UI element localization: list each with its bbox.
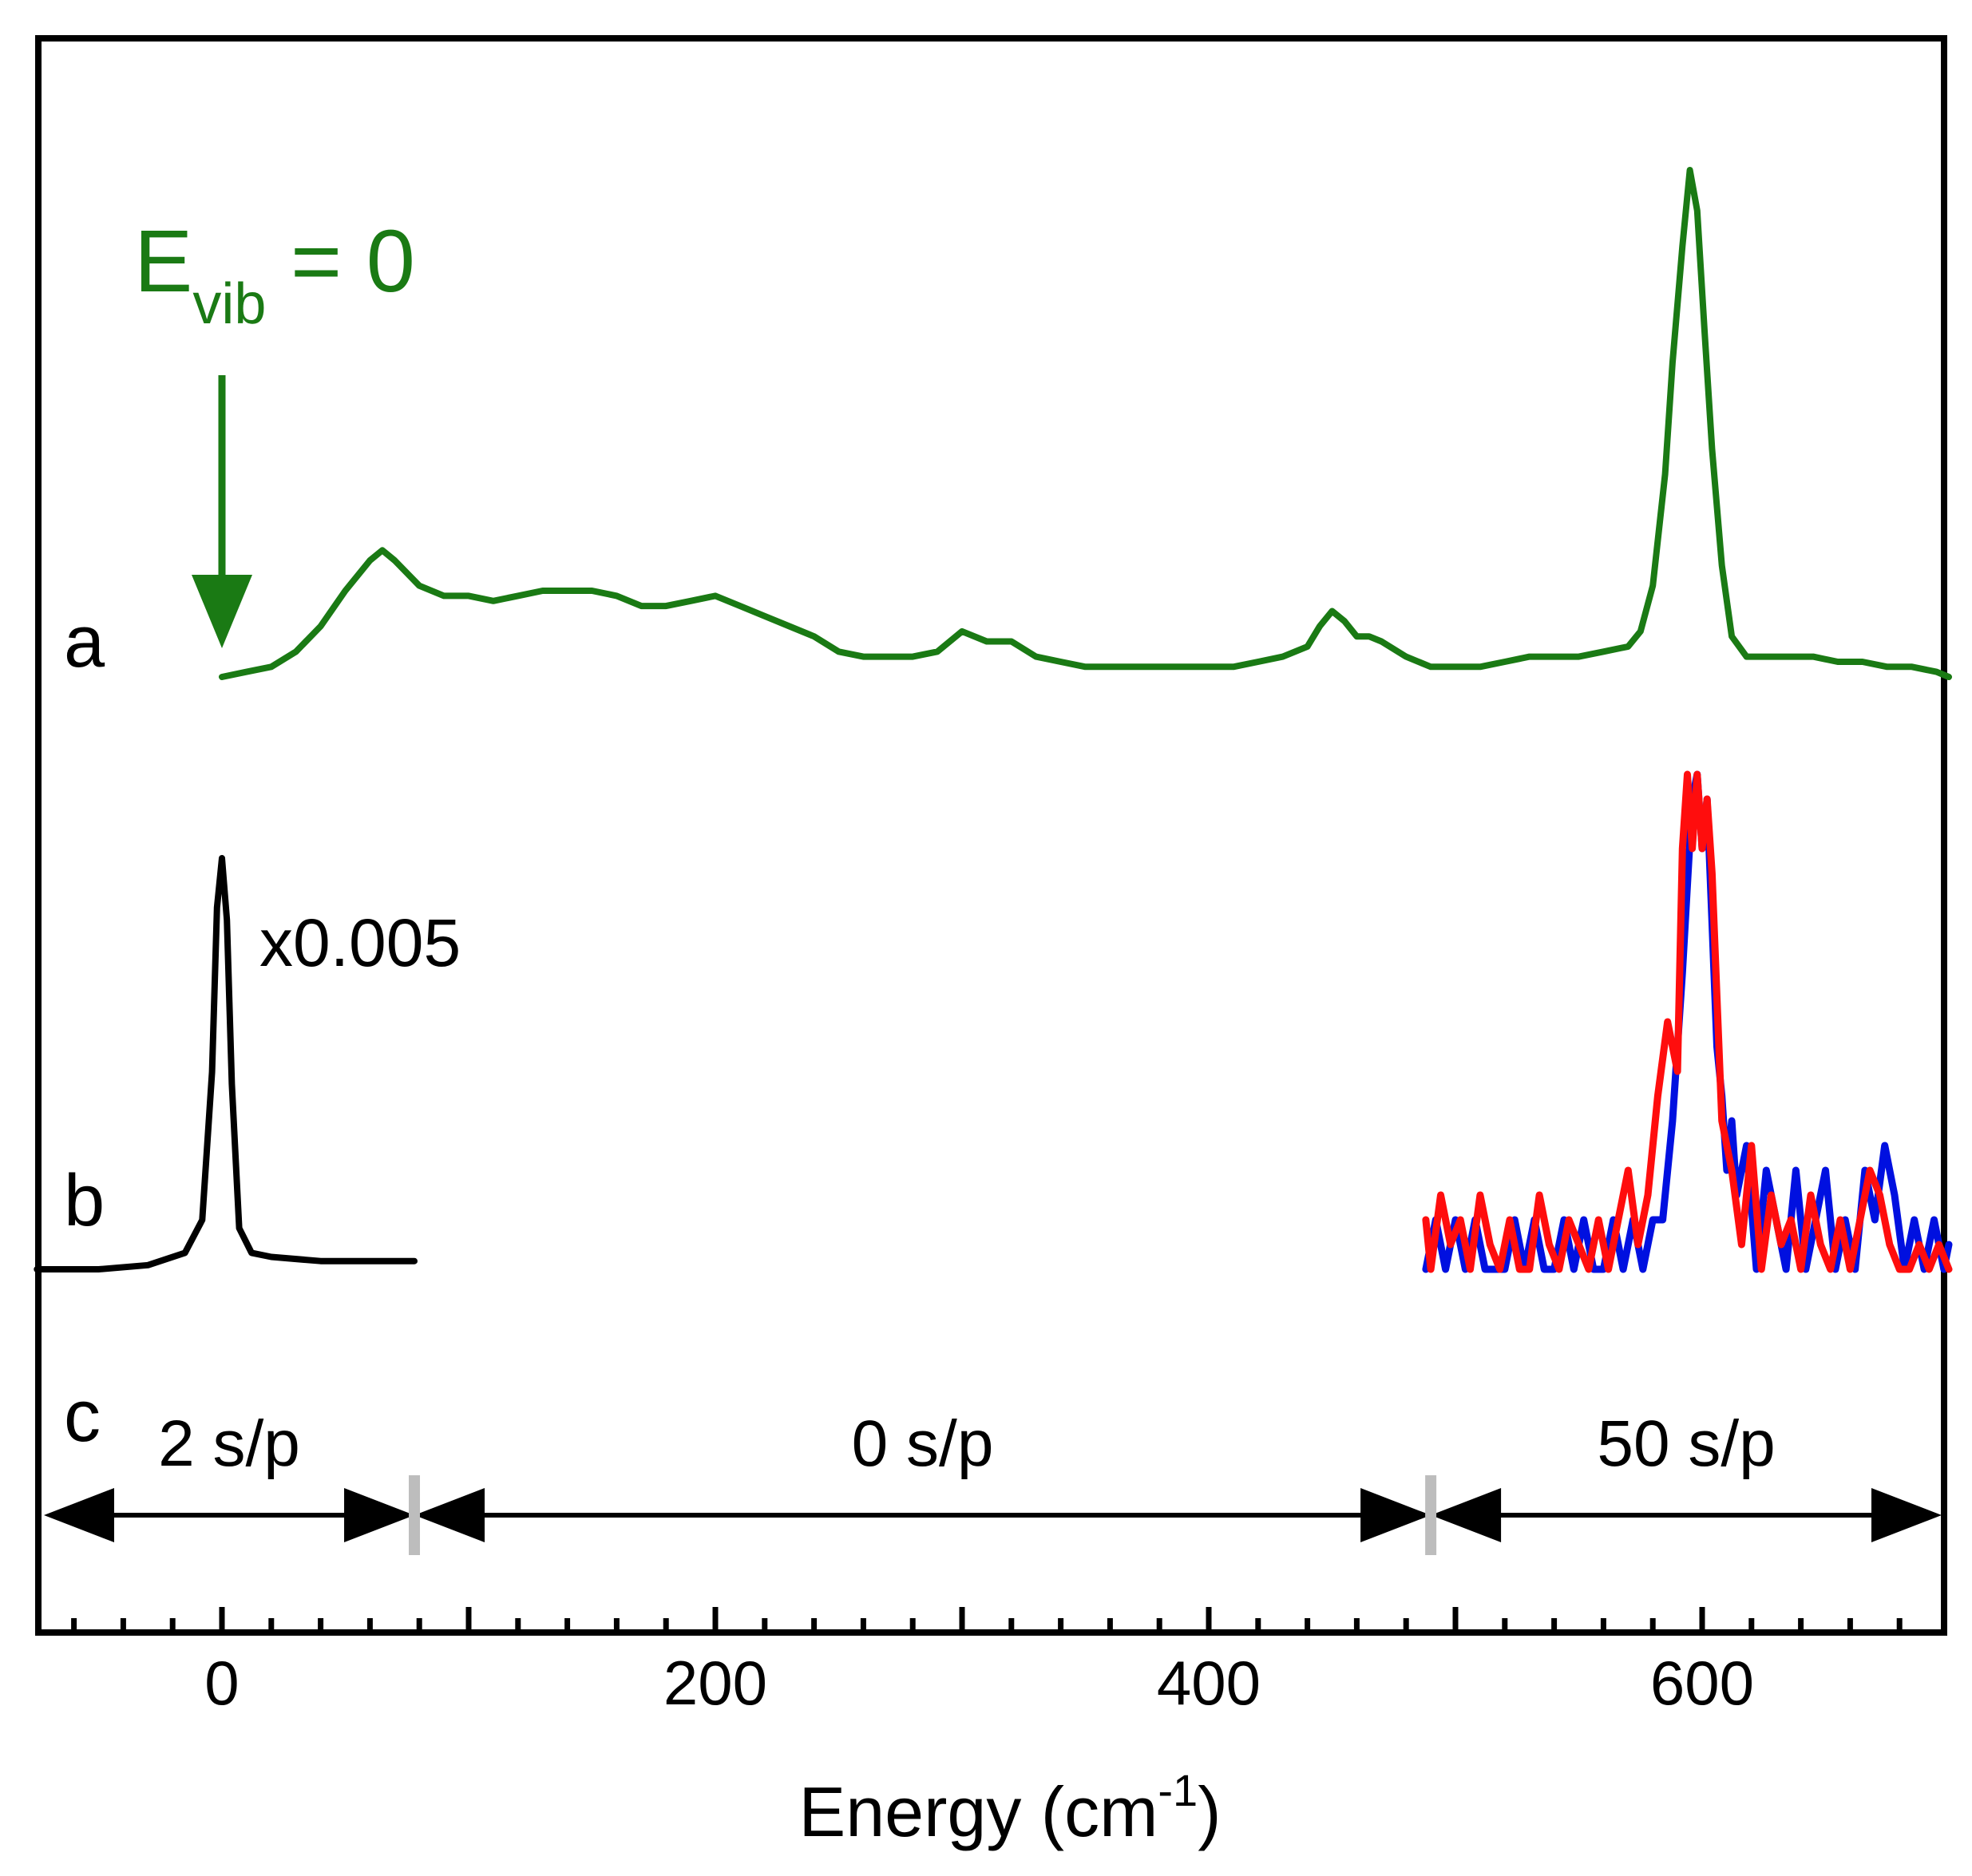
evib-label: Evib = 0 xyxy=(134,212,415,336)
step-segments: 2 s/p 0 s/p 50 s/p xyxy=(44,1407,1942,1555)
x-axis-title-superscript: -1 xyxy=(1158,1765,1198,1815)
trace-b-red xyxy=(1422,770,1953,1273)
x-tick-label: 600 xyxy=(1650,1648,1754,1718)
scale-factor-label: x0.005 xyxy=(259,905,461,980)
segment-arrow-right xyxy=(1871,1488,1942,1542)
evib-arrow xyxy=(192,375,252,648)
plot-frame xyxy=(35,35,1947,1636)
panel-label-b: b xyxy=(64,1160,105,1241)
x-tick-label: 200 xyxy=(663,1648,767,1718)
panel-label-c: c xyxy=(64,1375,101,1457)
segment-label: 50 s/p xyxy=(1597,1407,1775,1480)
segment-arrow-left xyxy=(414,1488,485,1542)
x-tick-label: 400 xyxy=(1157,1648,1261,1718)
panel-label-a: a xyxy=(64,601,105,683)
x-axis-title-suffix: ) xyxy=(1198,1772,1221,1851)
x-axis-title: Energy (cm-1) xyxy=(799,1765,1222,1851)
x-tick-label: 0 xyxy=(204,1648,239,1718)
trace-a xyxy=(219,167,1952,680)
evib-label-rest: = 0 xyxy=(266,212,415,311)
x-axis-ticks xyxy=(71,1607,1903,1633)
segment-label: 2 s/p xyxy=(158,1407,300,1480)
evib-label-sub: vib xyxy=(192,272,266,336)
trace-b xyxy=(34,855,418,1272)
segment-arrow-right xyxy=(1360,1488,1431,1542)
segment-arrow-right xyxy=(344,1488,415,1542)
x-axis-tick-labels: 0 200 400 600 xyxy=(204,1648,1754,1718)
evib-label-main: E xyxy=(134,212,192,311)
spectrum-traces xyxy=(34,167,1953,1273)
segment-arrow-left xyxy=(44,1488,114,1542)
segment-label: 0 s/p xyxy=(852,1407,994,1480)
evib-arrow-head xyxy=(192,575,252,648)
x-axis-title-main: Energy (cm xyxy=(799,1772,1158,1851)
segment-arrow-left xyxy=(1431,1488,1502,1542)
trace-b-blue xyxy=(1422,770,1953,1273)
